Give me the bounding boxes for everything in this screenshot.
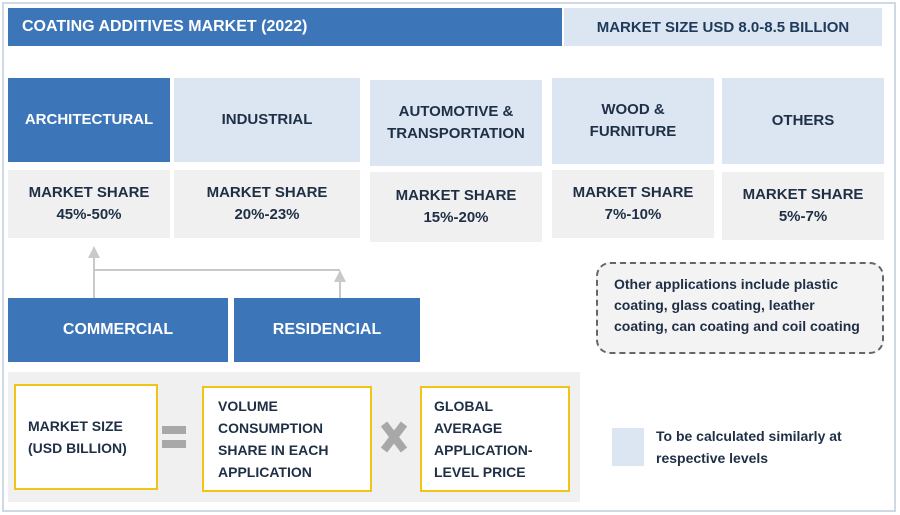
note-line: Other applications include plastic (614, 276, 839, 292)
share-label: MARKET SHARE (206, 184, 328, 201)
diagram-title: COATING ADDITIVES MARKET (2022) (8, 8, 562, 46)
share-wood: MARKET SHARE 7%-10% (552, 170, 714, 238)
share-architectural: MARKET SHARE 45%-50% (8, 170, 170, 238)
formula-term-line: AVERAGE (434, 420, 503, 436)
segment-others: OTHERS (722, 78, 884, 164)
formula-term-line: (USD BILLION) (28, 440, 127, 456)
share-others: MARKET SHARE 5%-7% (722, 172, 884, 240)
formula-term-line: GLOBAL (434, 398, 494, 414)
market-size-banner: MARKET SIZE USD 8.0-8.5 BILLION (564, 8, 882, 46)
share-label: MARKET SHARE (572, 184, 694, 201)
formula-term-line: MARKET SIZE (28, 418, 123, 434)
share-automotive: MARKET SHARE 15%-20% (370, 172, 542, 242)
formula-term-line: APPLICATION- (434, 442, 533, 458)
note-line: coating, can coating and coil coating (614, 318, 860, 334)
share-value: 7%-10% (604, 206, 662, 223)
subsegment-residencial: RESIDENCIAL (234, 298, 420, 362)
segment-automotive-line2: TRANSPORTATION (387, 125, 525, 142)
share-value: 45%-50% (56, 206, 122, 223)
share-label: MARKET SHARE (28, 184, 150, 201)
share-value: 20%-23% (234, 206, 300, 223)
segment-automotive-line1: AUTOMOTIVE & (398, 103, 514, 120)
legend-line: To be calculated similarly at (656, 428, 842, 444)
share-value: 5%-7% (778, 208, 828, 225)
share-value: 15%-20% (423, 209, 489, 226)
segment-wood-line1: WOOD & (601, 101, 665, 118)
subsegment-commercial: COMMERCIAL (8, 298, 228, 362)
legend-text: To be calculated similarly at respective… (656, 425, 866, 469)
legend-line: respective levels (656, 450, 769, 466)
other-applications-note: Other applications include plastic coati… (596, 262, 884, 354)
segment-automotive: AUTOMOTIVE & TRANSPORTATION (370, 80, 542, 166)
formula-volume-share: VOLUME CONSUMPTION SHARE IN EACH APPLICA… (202, 386, 372, 492)
share-label: MARKET SHARE (742, 186, 864, 203)
share-label: MARKET SHARE (395, 187, 517, 204)
segment-industrial: INDUSTRIAL (174, 78, 360, 162)
formula-market-size: MARKET SIZE (USD BILLION) (14, 384, 158, 490)
segment-wood: WOOD & FURNITURE (552, 78, 714, 164)
segment-architectural: ARCHITECTURAL (8, 78, 170, 162)
share-industrial: MARKET SHARE 20%-23% (174, 170, 360, 238)
legend-swatch (612, 428, 644, 466)
formula-term-line: LEVEL PRICE (434, 464, 526, 480)
arrow-up-icon (334, 270, 346, 282)
arrow-up-icon (88, 246, 100, 258)
multiply-icon (380, 421, 408, 453)
note-line: coating, glass coating, leather (614, 297, 815, 313)
formula-term-line: CONSUMPTION (218, 420, 323, 436)
formula-term-line: VOLUME (218, 398, 278, 414)
formula-term-line: SHARE IN EACH (218, 442, 329, 458)
formula-term-line: APPLICATION (218, 464, 312, 480)
segment-wood-line2: FURNITURE (589, 123, 677, 140)
formula-average-price: GLOBAL AVERAGE APPLICATION- LEVEL PRICE (420, 386, 570, 492)
equals-icon (162, 426, 186, 448)
